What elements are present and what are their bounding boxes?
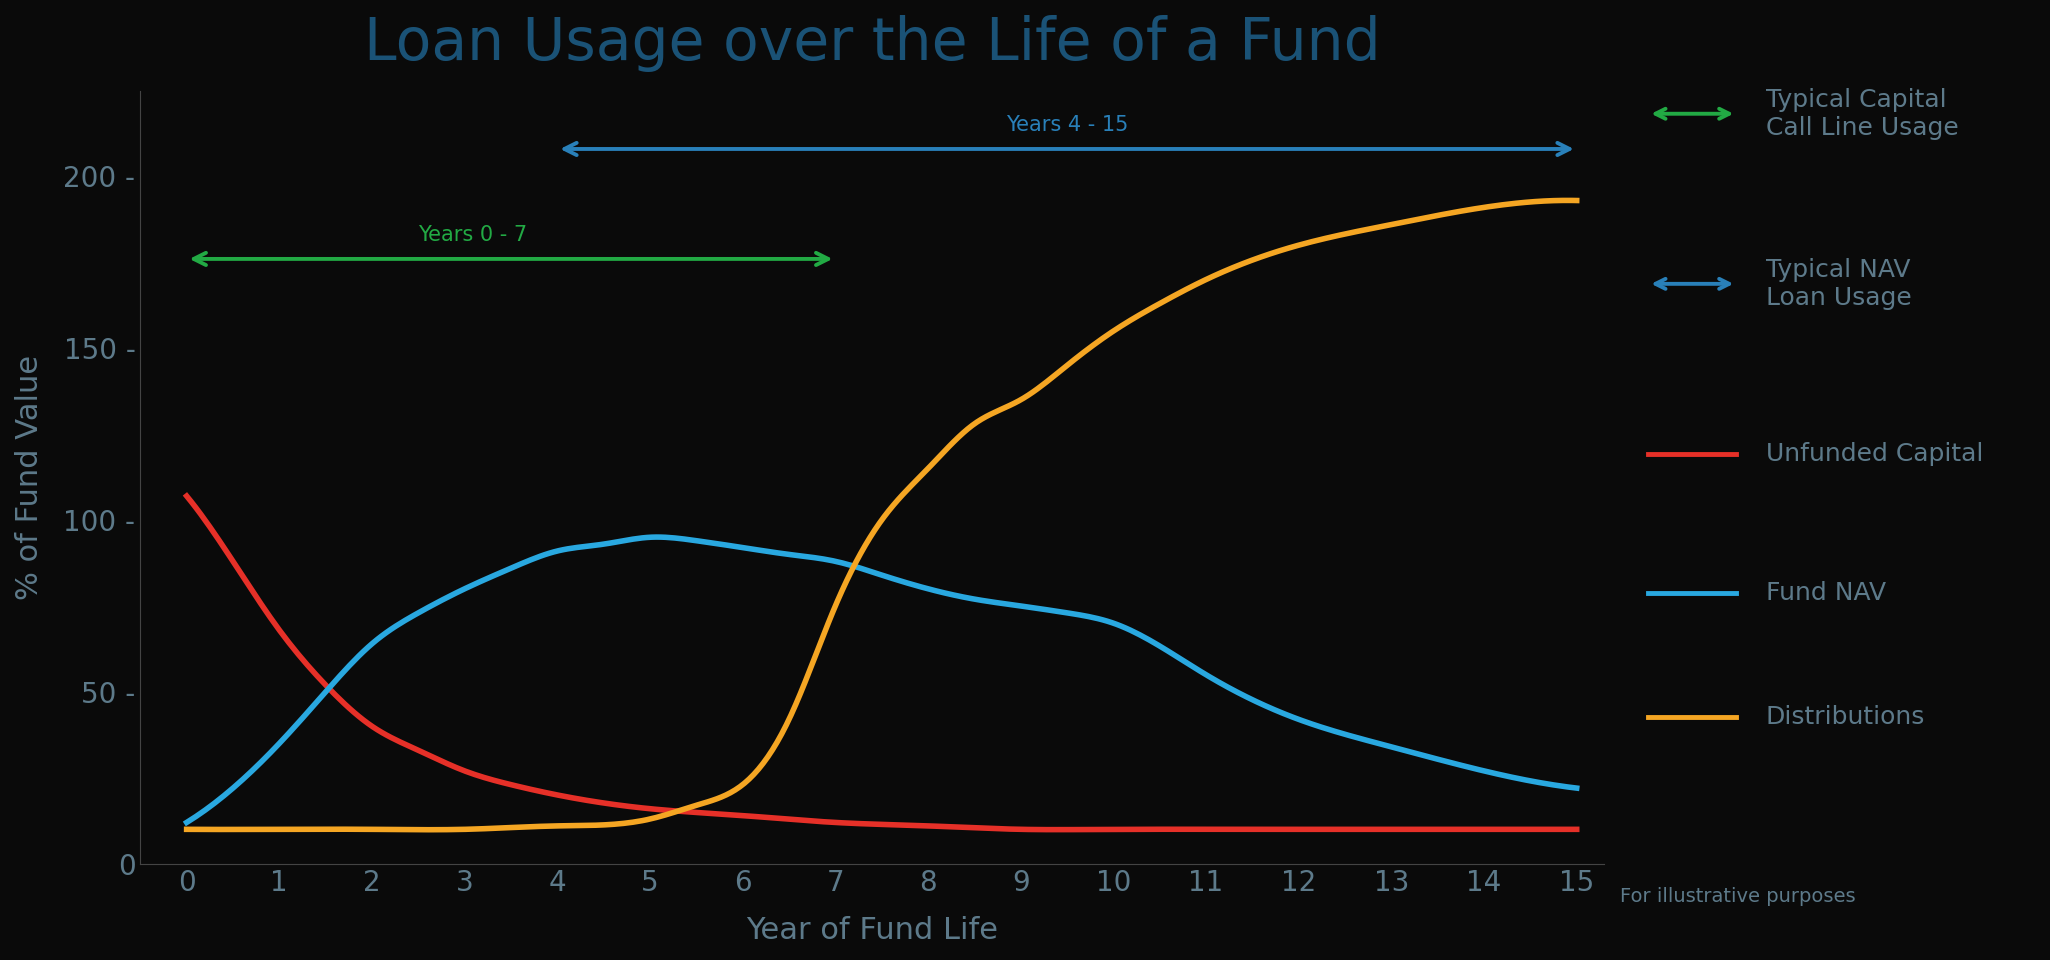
Y-axis label: % of Fund Value: % of Fund Value bbox=[14, 354, 43, 600]
Title: Loan Usage over the Life of a Fund: Loan Usage over the Life of a Fund bbox=[365, 15, 1382, 72]
Text: Years 4 - 15: Years 4 - 15 bbox=[1007, 115, 1128, 135]
Text: For illustrative purposes: For illustrative purposes bbox=[1620, 887, 1855, 906]
Text: Distributions: Distributions bbox=[1765, 705, 1925, 729]
X-axis label: Year of Fund Life: Year of Fund Life bbox=[746, 916, 998, 945]
Text: Unfunded Capital: Unfunded Capital bbox=[1765, 442, 1982, 466]
Text: Fund NAV: Fund NAV bbox=[1765, 581, 1886, 605]
Text: Typical Capital
Call Line Usage: Typical Capital Call Line Usage bbox=[1765, 88, 1958, 139]
Text: Typical NAV
Loan Usage: Typical NAV Loan Usage bbox=[1765, 258, 1911, 310]
Text: Years 0 - 7: Years 0 - 7 bbox=[418, 226, 527, 245]
